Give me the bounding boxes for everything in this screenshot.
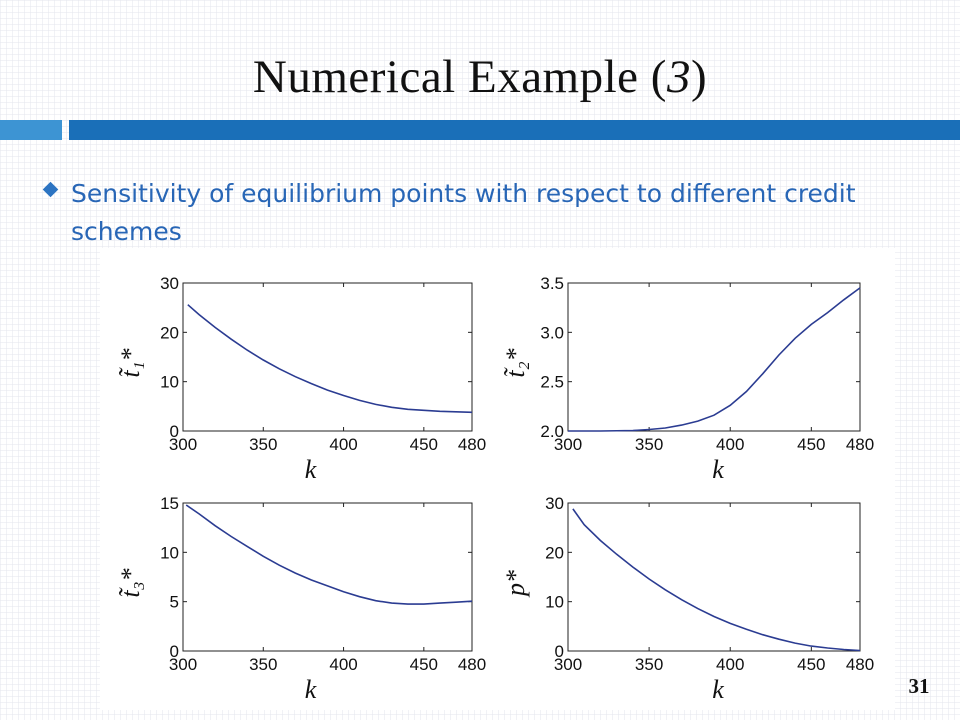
- chart-4-xtick-label: 300: [554, 655, 582, 674]
- chart-4-ytick-label: 20: [545, 543, 564, 562]
- slide-title: Numerical Example (3): [0, 50, 960, 104]
- chart-2-xlabel: k: [712, 455, 724, 484]
- chart-3-xtick-label: 480: [458, 655, 486, 674]
- chart-2-ytick-label: 3.0: [540, 323, 564, 342]
- chart-4-xlabel: k: [712, 675, 724, 704]
- chart-4-ylabel: p*: [501, 570, 530, 598]
- chart-3-ylabel: t̃₃*: [116, 568, 145, 597]
- chart-1-xtick-label: 300: [169, 435, 197, 454]
- bullet-text: Sensitivity of equilibrium points with r…: [71, 179, 856, 246]
- chart-1-series-line: [187, 304, 473, 414]
- chart-1-xtick-label: 480: [458, 435, 486, 454]
- chart-4-xtick-label: 350: [635, 655, 663, 674]
- chart-2-ylabel: t̃₂*: [501, 348, 530, 377]
- chart-1-xtick-label: 350: [249, 435, 277, 454]
- chart-4-xtick-label: 480: [846, 655, 874, 674]
- chart-2-ytick-label: 2.0: [540, 422, 564, 441]
- chart-3-xtick-label: 450: [410, 655, 438, 674]
- chart-2-xtick-label: 450: [797, 435, 825, 454]
- chart-3-xlabel: k: [305, 675, 317, 704]
- page-number: 31: [908, 674, 930, 698]
- figure-background: [100, 248, 895, 710]
- chart-1-ytick-label: 0: [170, 422, 179, 441]
- chart-3-ytick-label: 10: [160, 543, 179, 562]
- chart-2-xtick-label: 400: [716, 435, 744, 454]
- title-close: ): [690, 51, 708, 103]
- chart-4-series-line: [572, 508, 861, 652]
- chart-3-series-line: [185, 504, 473, 605]
- chart-1-ytick-label: 10: [160, 373, 179, 392]
- chart-3-ytick-label: 5: [170, 593, 179, 612]
- chart-2-frame: [567, 282, 861, 432]
- chart-1-ytick-label: 30: [160, 274, 179, 293]
- chart-2-xtick-label: 300: [554, 435, 582, 454]
- chart-1-xlabel: k: [305, 455, 317, 484]
- chart-4-xtick-label: 450: [797, 655, 825, 674]
- chart-2-series-line: [568, 287, 861, 432]
- chart-1-ytick-label: 20: [160, 323, 179, 342]
- chart-4-ytick-label: 10: [545, 593, 564, 612]
- chart-2-xtick-label: 350: [635, 435, 663, 454]
- chart-2-ytick-label: 2.5: [540, 373, 564, 392]
- chart-4-ytick-label: 30: [545, 494, 564, 513]
- chart-3-ytick-label: 0: [170, 642, 179, 661]
- chart-2-xtick-label: 480: [846, 435, 874, 454]
- chart-1-frame: [182, 282, 473, 432]
- chart-3-frame: [182, 502, 473, 652]
- chart-4-ytick-label: 0: [555, 642, 564, 661]
- chart-3-ytick-label: 15: [160, 494, 179, 513]
- chart-3-xtick-label: 400: [329, 655, 357, 674]
- header-accent-bar-left: [0, 120, 62, 140]
- header-accent-bar: [69, 120, 960, 140]
- chart-1-ylabel: t̃₁*: [116, 348, 145, 377]
- title-number: 3: [666, 51, 691, 103]
- chart-1-xtick-label: 450: [410, 435, 438, 454]
- title-main: Numerical Example (: [252, 51, 667, 103]
- chart-2-ytick-label: 3.5: [540, 274, 564, 293]
- chart-4-frame: [567, 502, 861, 652]
- chart-1-xtick-label: 400: [329, 435, 357, 454]
- chart-3-xtick-label: 350: [249, 655, 277, 674]
- chart-3-xtick-label: 300: [169, 655, 197, 674]
- chart-4-xtick-label: 400: [716, 655, 744, 674]
